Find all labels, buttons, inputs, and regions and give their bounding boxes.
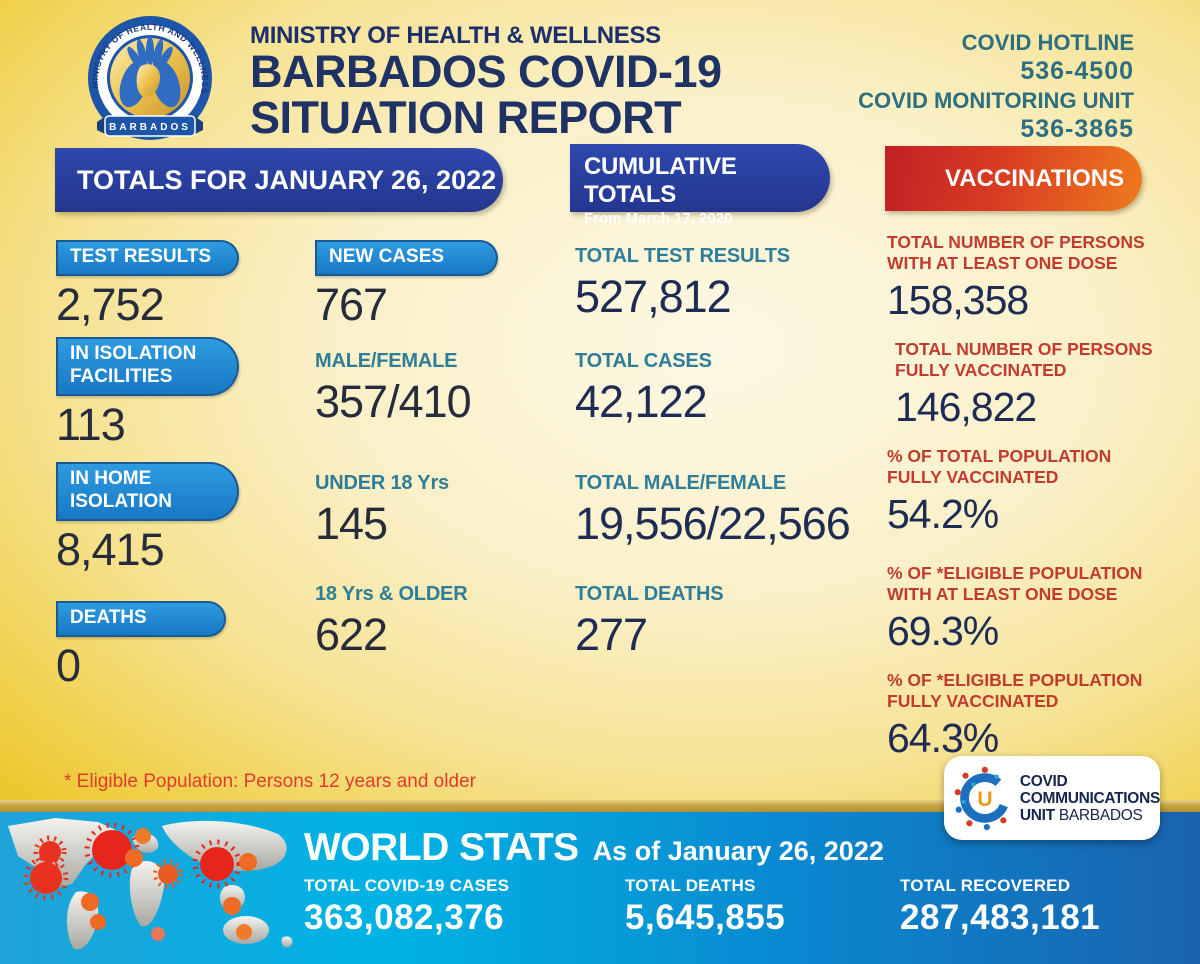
world-stats-asof: As of January 26, 2022 [592,836,884,866]
vax-fully-vaccinated: TOTAL NUMBER OF PERSONS FULLY VACCINATED… [895,339,1153,429]
vax-pct-eligible-one-dose-value: 69.3% [887,608,999,654]
logo-ribbon: BARBADOS [97,114,203,137]
stat-total-cases-value: 42,122 [575,376,708,427]
world-cases-label: TOTAL COVID-19 CASES [304,876,510,895]
monitoring-unit-label: COVID MONITORING UNIT [858,88,1134,113]
ministry-name: MINISTRY OF HEALTH & WELLNESS [250,22,661,49]
stat-total-test-results-value: 527,812 [575,271,732,322]
stat-deaths: DEATHS 0 [56,601,226,689]
stat-total-deaths-label: TOTAL DEATHS [575,583,724,605]
stat-male-female-label: MALE/FEMALE [315,350,458,372]
cumulative-title: CUMULATIVE TOTALS [584,153,737,208]
stat-total-cases-label: TOTAL CASES [575,350,712,372]
logo-banner-text: BARBADOS [109,122,191,133]
cumulative-totals-banner: CUMULATIVE TOTALS From March 17, 2020 [570,144,830,227]
vax-pct-eligible-one-dose: % OF *ELIGIBLE POPULATION WITH AT LEAST … [887,563,1142,653]
ccu-line3-unit: UNIT [1019,806,1055,824]
ccu-line1: COVID [1019,772,1068,790]
vax-pct-eligible-fully: % OF *ELIGIBLE POPULATION FULLY VACCINAT… [887,670,1142,760]
stat-over-18-value: 622 [315,609,388,660]
cumulative-subtitle: From March 17, 2020 [584,210,733,227]
stat-isolation-facilities-label: IN ISOLATION FACILITIES [56,337,239,396]
svg-text:U: U [977,787,992,811]
stat-over-18-label: 18 Yrs & OLDER [315,583,468,605]
ccu-logo-badge: U COVID COMMUNICATIONS UNIT BARBADOS [944,756,1160,840]
eligible-population-footnote: * Eligible Population: Persons 12 years … [64,771,476,792]
vax-pct-eligible-one-dose-label: % OF *ELIGIBLE POPULATION WITH AT LEAST … [887,563,1143,604]
stat-new-cases: NEW CASES 767 [315,240,498,328]
vax-one-dose-value: 158,358 [887,277,1029,323]
report-title-line1: BARBADOS COVID-19 [250,46,722,97]
contact-block: COVID HOTLINE 536-4500 COVID MONITORING … [858,28,1134,144]
vax-pct-eligible-fully-value: 64.3% [887,715,999,761]
world-cases-value: 363,082,376 [304,898,505,937]
gold-divider [0,800,1200,812]
world-recovered-label: TOTAL RECOVERED [900,876,1071,895]
world-stats-title: WORLD STATS [304,826,579,869]
ccu-line2: COMMUNICATIONS [1019,789,1160,807]
stat-isolation-facilities-value: 113 [56,398,126,450]
vax-fully-vaccinated-label: TOTAL NUMBER OF PERSONS FULLY VACCINATED [895,339,1153,380]
monitoring-unit-number: 536-3865 [1020,115,1134,143]
stat-under-18: UNDER 18 Yrs 145 [315,472,449,547]
hotline-label: COVID HOTLINE [961,30,1134,55]
vax-pct-total-fully-label: % OF TOTAL POPULATION FULLY VACCINATED [887,446,1112,487]
stat-total-test-results: TOTAL TEST RESULTS 527,812 [575,245,790,320]
stat-total-test-results-label: TOTAL TEST RESULTS [575,245,790,267]
stat-test-results: TEST RESULTS 2,752 [56,240,240,330]
stat-under-18-label: UNDER 18 Yrs [315,472,449,494]
stat-deaths-value: 0 [56,639,81,691]
vax-pct-eligible-fully-label: % OF *ELIGIBLE POPULATION FULLY VACCINAT… [887,670,1143,711]
stat-home-isolation-label: IN HOME ISOLATION [56,462,239,521]
stat-total-deaths-value: 277 [575,609,648,660]
world-deaths-value: 5,645,855 [625,898,786,937]
stat-total-deaths: TOTAL DEATHS 277 [575,583,724,660]
stat-male-female: MALE/FEMALE 357/410 [315,350,472,427]
stat-isolation-facilities: IN ISOLATION FACILITIES 113 [56,337,239,448]
world-map [8,818,293,950]
ministry-logo: MINISTRY OF HEALTH AND WELLNESS BARBADOS [88,16,212,140]
stat-total-male-female-label: TOTAL MALE/FEMALE [575,472,787,494]
stat-new-cases-value: 767 [315,278,388,330]
stat-new-cases-label: NEW CASES [315,240,498,276]
stat-home-isolation: IN HOME ISOLATION 8,415 [56,462,239,573]
stat-test-results-value: 2,752 [56,278,165,330]
ccu-text: COVID COMMUNICATIONS UNIT BARBADOS [1020,773,1160,824]
ccu-line3-barbados: BARBADOS [1058,806,1143,824]
world-stats-title-row: WORLD STATS As of January 26, 2022 [304,826,884,870]
daily-totals-banner: TOTALS FOR JANUARY 26, 2022 [55,148,503,212]
stat-under-18-value: 145 [315,498,388,549]
world-recovered: TOTAL RECOVERED 287,483,181 [900,876,1100,938]
vax-pct-total-fully: % OF TOTAL POPULATION FULLY VACCINATED 5… [887,446,1111,536]
ccu-virus-icon: U [954,766,1010,831]
hotline-number: 536-4500 [1020,57,1134,85]
vax-fully-vaccinated-value: 146,822 [895,384,1037,430]
vax-pct-total-fully-value: 54.2% [887,491,999,537]
vax-one-dose-label: TOTAL NUMBER OF PERSONS WITH AT LEAST ON… [887,232,1145,273]
stat-deaths-label: DEATHS [56,601,226,637]
stat-test-results-label: TEST RESULTS [56,240,240,276]
world-cases: TOTAL COVID-19 CASES 363,082,376 [304,876,509,938]
stat-total-male-female: TOTAL MALE/FEMALE 19,556/22,566 [575,472,851,549]
stat-total-cases: TOTAL CASES 42,122 [575,350,712,425]
vaccinations-banner: VACCINATIONS [885,146,1142,211]
virus-hotspots [23,822,257,941]
world-deaths: TOTAL DEATHS 5,645,855 [625,876,785,938]
stat-home-isolation-value: 8,415 [56,523,165,575]
stat-total-male-female-value: 19,556/22,566 [575,498,851,549]
stat-over-18: 18 Yrs & OLDER 622 [315,583,468,660]
world-deaths-label: TOTAL DEATHS [625,876,756,895]
report-title-line2: SITUATION REPORT [250,92,682,143]
stat-male-female-value: 357/410 [315,376,472,427]
vax-one-dose: TOTAL NUMBER OF PERSONS WITH AT LEAST ON… [887,232,1145,322]
barbados-map-shape [136,64,161,97]
world-recovered-value: 287,483,181 [900,898,1101,937]
